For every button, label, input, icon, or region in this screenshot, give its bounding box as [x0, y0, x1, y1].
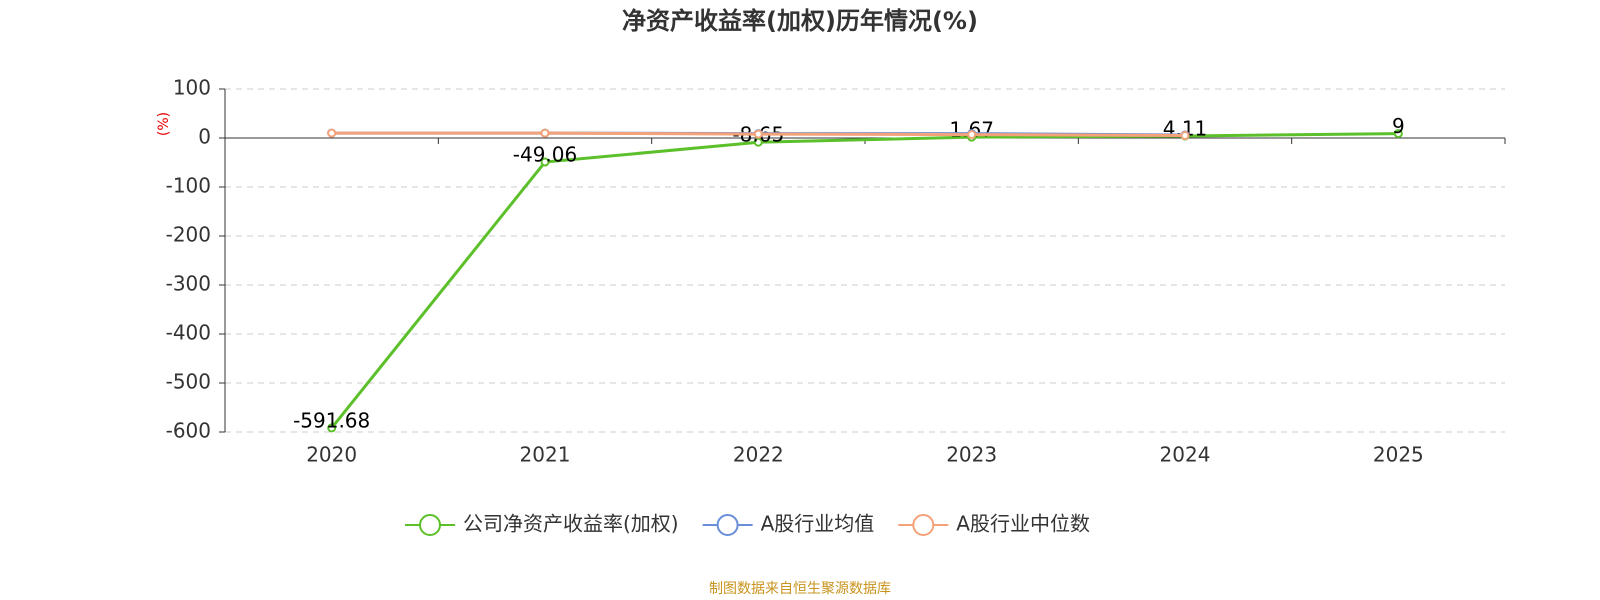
y-tick-label: -400 [166, 321, 211, 345]
x-tick-label: 2024 [1160, 443, 1211, 467]
data-point [1180, 131, 1190, 141]
y-tick-label: -500 [166, 370, 211, 394]
data-point [753, 137, 763, 147]
y-tick-label: -300 [166, 272, 211, 296]
legend-label: A股行业均值 [761, 512, 875, 536]
data-point [967, 130, 977, 140]
data-point [327, 128, 337, 138]
data-label: -49.06 [513, 143, 577, 167]
x-tick-label: 2025 [1373, 443, 1424, 467]
y-axis-label: (%) [156, 112, 172, 136]
x-tick-label: 2021 [520, 443, 571, 467]
data-point [540, 157, 550, 167]
legend-marker [912, 514, 935, 536]
y-tick-label: 0 [198, 125, 211, 149]
y-tick-label: -600 [166, 419, 211, 443]
legend-marker [419, 514, 441, 536]
data-point [540, 128, 550, 138]
data-label: 9 [1392, 114, 1405, 138]
data-point [327, 423, 337, 433]
data-label: -591.68 [293, 408, 370, 432]
chart-title: 净资产收益率(加权)历年情况(%) [622, 7, 978, 35]
legend: 公司净资产收益率(加权) A股行业均值 A股行业中位数 [405, 512, 1090, 536]
legend-label: A股行业中位数 [956, 512, 1090, 536]
x-tick-label: 2022 [733, 443, 784, 467]
data-point [1393, 129, 1403, 139]
y-tick-label: 100 [173, 76, 211, 100]
series-line [330, 132, 1399, 429]
x-tick-label: 2020 [306, 443, 357, 467]
x-tick-label: 2023 [946, 443, 997, 467]
legend-label: 公司净资产收益率(加权) [463, 512, 679, 536]
y-tick-label: -200 [166, 223, 211, 247]
source-note: 制图数据来自恒生聚源数据库 [709, 581, 891, 597]
y-tick-label: -100 [166, 174, 211, 198]
data-point [753, 129, 763, 139]
legend-marker [716, 514, 739, 536]
